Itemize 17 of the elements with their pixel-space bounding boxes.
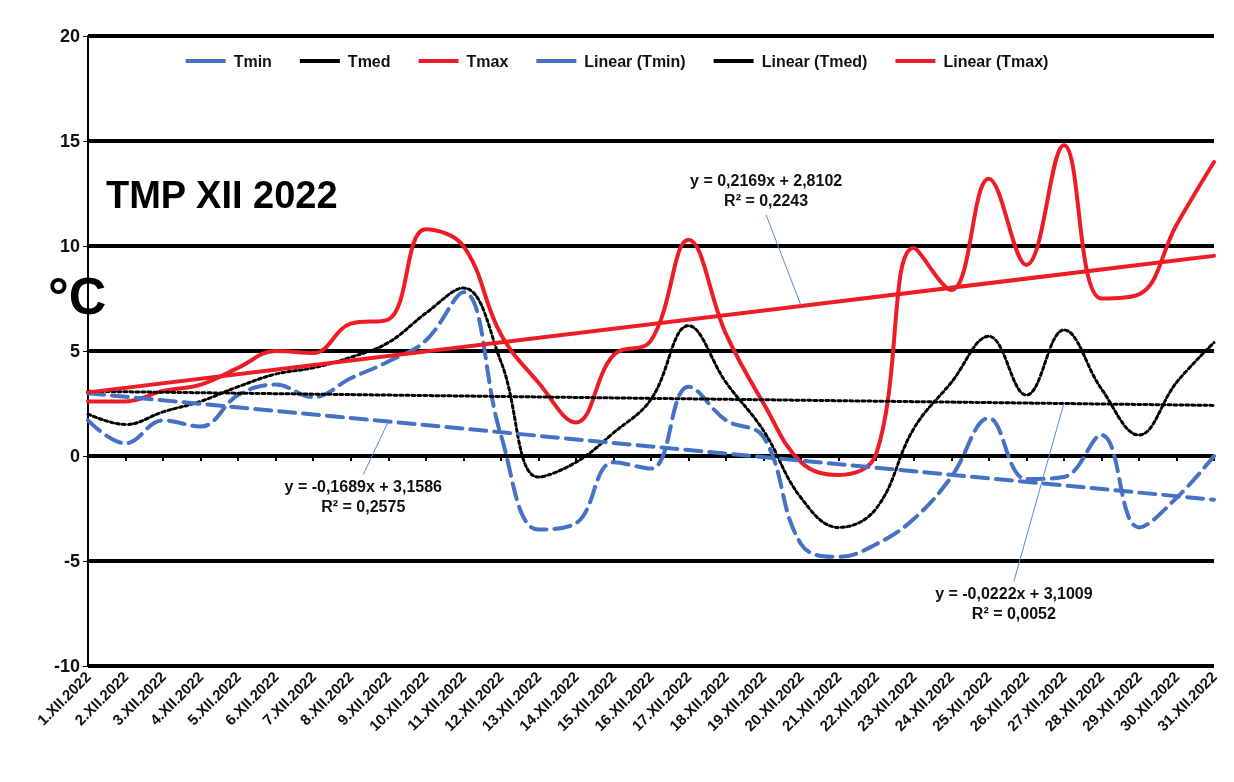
y-tick-label: 15 (59, 131, 80, 151)
legend-label: Tmin (233, 52, 272, 70)
text: TMP XII 2022 (106, 174, 338, 216)
legend-label: Linear (Tmax) (943, 52, 1049, 70)
y-tick-label: -5 (63, 551, 80, 571)
annotation: y = 0,2169x + 2,8102 R² = 0,2243 (690, 172, 843, 210)
y-tick-label: 10 (59, 236, 80, 256)
y-tick-label: 5 (69, 341, 80, 361)
legend-label: Tmed (347, 52, 391, 70)
y-tick-label: 0 (69, 446, 80, 466)
legend-label: Tmax (466, 52, 509, 70)
annotation: y = -0,0222x + 3,1009 R² = 0,0052 (935, 585, 1093, 622)
legend-label: Linear (Tmed) (761, 52, 868, 70)
annotation: y = -0,1689x + 3,1586 R² = 0,2575 (284, 478, 443, 516)
y-tick-label: -10 (53, 656, 80, 676)
legend-label: Linear (Tmin) (584, 52, 686, 70)
y-tick-label: 20 (59, 26, 80, 46)
